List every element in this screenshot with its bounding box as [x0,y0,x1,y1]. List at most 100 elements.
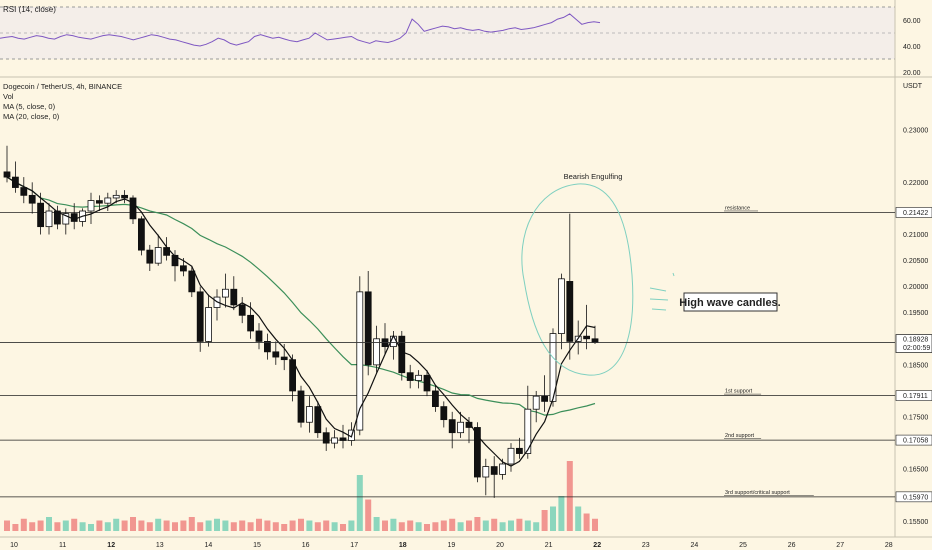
volume-bar [188,517,195,531]
highlight-circle [521,183,634,376]
volume-bar [558,496,565,531]
note-stroke-2 [649,298,669,301]
pattern-label-bg [564,170,622,182]
support-resistance-levels: resistance 0.21422 1st support 0.17911 2nd s… [0,205,932,503]
rsi-panel: RSI (14, close) 60.00 40.00 20.00 [0,5,921,77]
level-price-box [895,390,932,401]
price-tick: 0.20500 [903,258,928,265]
current-price-box [895,334,932,353]
time-tick: 10 [10,542,18,549]
volume-bar [54,522,61,531]
candle-body [45,210,53,228]
volume-bar [272,522,279,531]
volume-bar [524,520,531,531]
volume-bar [491,518,498,531]
volume-bar [256,518,262,531]
rsi-tick-40: 40.00 [903,44,921,51]
candle-body [272,351,280,358]
candle-body [205,307,213,342]
volume-bar [314,522,321,531]
candle-body [356,291,364,431]
volume-bar [440,520,447,531]
time-tick: 26 [788,542,796,549]
volume-bar [550,506,556,531]
volume-bar [113,518,120,531]
candle-body [431,390,439,408]
volume-bar [289,520,296,531]
candle-body [524,408,532,454]
time-tick: 12 [107,542,115,549]
candle-body [196,291,204,342]
volume-bar [382,520,388,531]
current-price-countdown: 02:00:59 [903,345,930,352]
price-tick: 0.23000 [903,128,928,135]
legend: Dogecoin / TetherUS, 4h, BINANCE Vol MA … [3,82,122,121]
pattern-label: Bearish Engulfing [564,172,623,181]
candle-body [137,218,145,251]
candle-body [129,197,137,220]
level-name: resistance [725,205,750,211]
candle-body [37,202,44,228]
volume-bar [4,520,10,531]
volume-bar [104,522,111,531]
candle-body [364,291,372,366]
candle-body [558,278,565,334]
volume-bar [432,522,439,531]
volume-bar [96,520,103,531]
time-tick: 15 [253,542,261,549]
candle-body [331,437,339,444]
level-price-box [895,491,932,503]
candle-body [415,374,423,381]
annotations: Bearish Engulfing High wave candles. [521,170,781,376]
candle-body [121,194,128,199]
time-tick: 21 [545,542,553,549]
level-price: 0.17911 [903,393,928,400]
note-stroke-3 [651,308,667,311]
time-tick: 18 [399,542,407,549]
volume-bar [281,524,288,531]
volume-bar [62,520,69,531]
candle-body [70,213,78,222]
candle-body [188,270,196,293]
volume-bar [482,520,489,531]
volume-bar [348,520,355,531]
candle-body [532,395,540,410]
volume-bar [331,522,338,531]
volume-bar [172,522,178,531]
level-price: 0.15970 [903,494,928,501]
volume-bar [29,522,36,531]
time-tick: 19 [448,542,456,549]
level-name: 2nd support [725,433,755,439]
volume-bar [474,517,481,531]
rsi-tick-20: 20.00 [903,70,921,77]
volume-bar [365,499,372,531]
price-unit: USDT [903,83,923,90]
volume-bar [356,475,363,531]
candle-body [280,356,288,361]
volume-bar [12,524,19,531]
volume-bar [20,518,27,531]
volume-bar [566,461,573,531]
time-tick: 17 [350,542,358,549]
candle-body [247,314,255,332]
volume-bar [180,520,187,531]
volume-bar [466,520,472,531]
volume-bar [373,517,380,531]
candle-body [373,338,381,366]
volume-bar [457,522,464,531]
volume-bar [239,520,246,531]
price-tick: 0.22000 [903,180,928,187]
price-tick: 0.17500 [903,415,928,422]
level-name: 3rd support/critical support [725,490,790,496]
candle-body [473,427,481,478]
volume-bars [4,461,598,531]
volume-bar [415,522,422,531]
volume-bar [205,520,212,531]
volume-bar [214,518,220,531]
price-tick: 0.20000 [903,284,928,291]
time-tick: 14 [205,542,213,549]
candle-body [221,288,229,298]
time-tick: 27 [836,542,844,549]
volume-bar [88,524,94,531]
